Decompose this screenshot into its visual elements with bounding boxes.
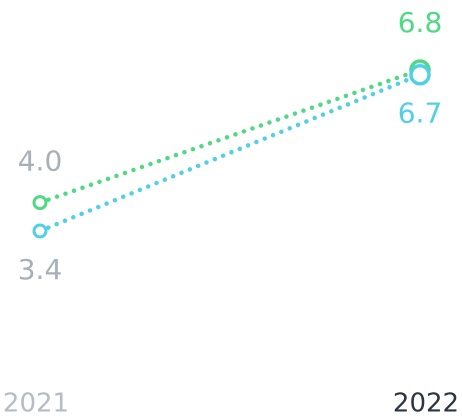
value-label: 3.4 bbox=[18, 253, 63, 286]
x-tick-label: 2022 bbox=[393, 389, 459, 418]
slope-line bbox=[37, 67, 423, 205]
value-label: 6.8 bbox=[398, 6, 443, 39]
point bbox=[32, 195, 48, 211]
point bbox=[409, 63, 431, 86]
x-tick-label: 2021 bbox=[3, 389, 69, 418]
point bbox=[32, 223, 48, 239]
slope-line bbox=[37, 72, 423, 234]
value-label: 4.0 bbox=[18, 145, 63, 178]
value-label: 6.7 bbox=[398, 97, 443, 130]
